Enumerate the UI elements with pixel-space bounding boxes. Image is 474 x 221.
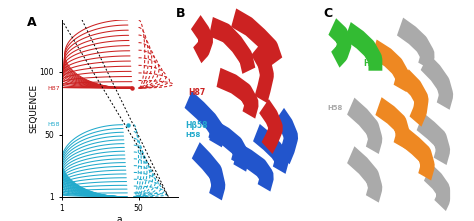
Text: H58: H58 bbox=[185, 132, 201, 138]
Polygon shape bbox=[231, 141, 273, 192]
Polygon shape bbox=[424, 164, 450, 211]
Text: Hβ58: Hβ58 bbox=[185, 121, 208, 130]
Polygon shape bbox=[192, 142, 225, 200]
Text: H58: H58 bbox=[47, 122, 60, 127]
Polygon shape bbox=[371, 40, 410, 92]
Polygon shape bbox=[328, 18, 351, 68]
Polygon shape bbox=[251, 42, 274, 103]
Text: H87: H87 bbox=[363, 59, 380, 68]
Text: A: A bbox=[27, 16, 36, 29]
Text: B: B bbox=[176, 7, 185, 20]
Polygon shape bbox=[231, 8, 282, 66]
Polygon shape bbox=[417, 113, 450, 165]
Polygon shape bbox=[420, 54, 453, 110]
Polygon shape bbox=[375, 97, 410, 150]
Text: H87: H87 bbox=[188, 88, 205, 97]
Polygon shape bbox=[184, 91, 225, 147]
Polygon shape bbox=[345, 22, 383, 71]
Polygon shape bbox=[209, 17, 255, 74]
Text: C: C bbox=[323, 7, 332, 20]
Text: H58: H58 bbox=[328, 105, 343, 112]
Polygon shape bbox=[259, 99, 283, 154]
Polygon shape bbox=[191, 15, 213, 63]
Polygon shape bbox=[347, 146, 383, 203]
Text: H87: H87 bbox=[47, 86, 60, 91]
X-axis label: a: a bbox=[117, 215, 122, 221]
Polygon shape bbox=[274, 108, 298, 164]
Polygon shape bbox=[209, 119, 249, 172]
Polygon shape bbox=[397, 18, 435, 70]
Y-axis label: SEQUENCE: SEQUENCE bbox=[29, 84, 38, 133]
Polygon shape bbox=[347, 98, 383, 154]
Polygon shape bbox=[217, 68, 258, 119]
Polygon shape bbox=[401, 69, 428, 127]
Polygon shape bbox=[253, 124, 289, 174]
Polygon shape bbox=[401, 128, 435, 181]
